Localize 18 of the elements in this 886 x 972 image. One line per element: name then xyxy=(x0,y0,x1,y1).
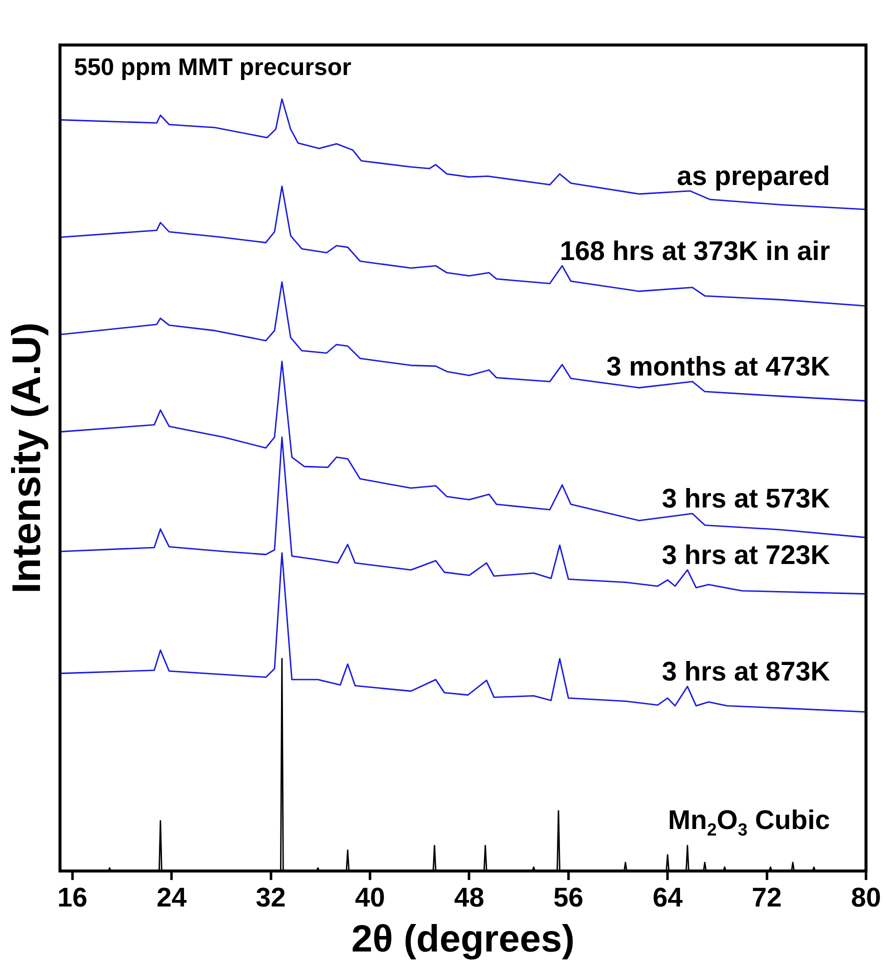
series-label: 3 hrs at 873K xyxy=(662,656,830,686)
x-tick-label: 24 xyxy=(156,882,187,913)
chart-title: 550 ppm MMT precursor xyxy=(74,54,352,81)
series-label: 3 hrs at 723K xyxy=(662,540,830,570)
x-tick-label: 72 xyxy=(752,882,782,913)
x-tick-label: 80 xyxy=(850,882,882,913)
x-tick-label: 56 xyxy=(553,882,584,913)
series-label: 168 hrs at 373K in air xyxy=(560,236,830,266)
x-tick-label: 64 xyxy=(652,882,683,913)
series-label: 3 months at 473K xyxy=(606,352,830,382)
x-tick-label: 32 xyxy=(256,882,286,913)
x-tick-label: 48 xyxy=(454,882,484,913)
x-tick-label: 40 xyxy=(354,882,386,913)
x-tick-label: 16 xyxy=(57,882,88,913)
series-label: 3 hrs at 573K xyxy=(662,484,830,514)
series-label: as prepared xyxy=(676,160,830,191)
x-axis-title: 2θ (degrees) xyxy=(351,918,575,961)
y-axis-title: Intensity (A.U) xyxy=(5,322,49,594)
